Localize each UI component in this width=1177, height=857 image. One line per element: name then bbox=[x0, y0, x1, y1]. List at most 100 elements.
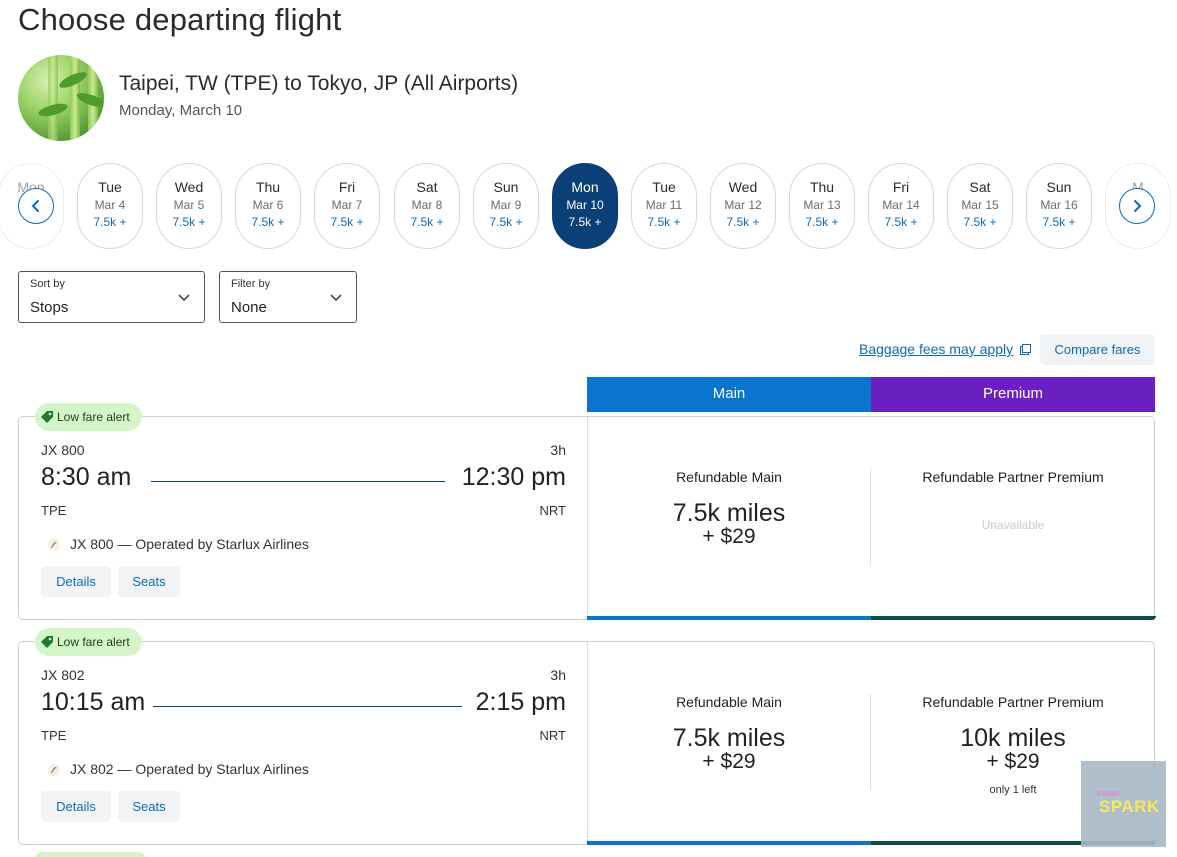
sort-value: Stops bbox=[30, 299, 69, 316]
date-pill[interactable]: Tue Mar 11 7.5k + bbox=[631, 163, 697, 249]
date-pill-date: Mar 12 bbox=[724, 198, 762, 212]
card-divider bbox=[587, 417, 588, 619]
origin-code: TPE bbox=[41, 728, 67, 743]
route-title: Taipei, TW (TPE) to Tokyo, JP (All Airpo… bbox=[119, 72, 519, 95]
date-pill[interactable]: Sun Mar 16 7.5k + bbox=[1026, 163, 1092, 249]
date-pill[interactable]: Thu Mar 6 7.5k + bbox=[235, 163, 301, 249]
date-pill[interactable]: Wed Mar 12 7.5k + bbox=[710, 163, 776, 249]
date-pill-date: Mar 16 bbox=[1040, 198, 1078, 212]
low-fare-alert-badge: Low fare alert bbox=[35, 628, 142, 656]
date-pill[interactable]: Fri Mar 14 7.5k + bbox=[868, 163, 934, 249]
depart-time: 8:30 am bbox=[41, 463, 132, 491]
fare-main-bar bbox=[587, 841, 871, 845]
date-pill-date: Mar 4 bbox=[94, 198, 126, 212]
depart-time: 10:15 am bbox=[41, 688, 146, 716]
date-pill-date: Mar 14 bbox=[882, 198, 920, 212]
date-pill-price: 7.5k + bbox=[884, 215, 918, 229]
destination-code: NRT bbox=[539, 503, 566, 518]
fare-name: Refundable Partner Premium bbox=[922, 469, 1104, 485]
fare-miles: 7.5k miles bbox=[672, 499, 786, 527]
alert-text: Low fare alert bbox=[57, 635, 130, 649]
fare-divider bbox=[870, 694, 871, 790]
flight-card[interactable]: JX 800 3h 8:30 am 12:30 pm TPE NRT JX 80… bbox=[18, 416, 1156, 620]
prev-dates-button[interactable] bbox=[18, 188, 54, 224]
date-pill-day: Tue bbox=[652, 179, 676, 195]
date-pill-date: Mar 5 bbox=[173, 198, 205, 212]
fare-divider bbox=[870, 469, 871, 565]
flight-card[interactable]: JX 802 3h 10:15 am 2:15 pm TPE NRT JX 80… bbox=[18, 641, 1156, 845]
low-fare-alert-badge: Low fare alert bbox=[35, 403, 142, 431]
route-line bbox=[151, 481, 445, 482]
date-pill-price: 7.5k + bbox=[963, 215, 997, 229]
route-line bbox=[153, 706, 462, 707]
details-button[interactable]: Details bbox=[41, 566, 111, 597]
chevron-down-icon bbox=[178, 294, 190, 302]
fare-header-premium[interactable]: Premium bbox=[871, 377, 1155, 412]
date-pill[interactable]: Sat Mar 15 7.5k + bbox=[947, 163, 1013, 249]
date-pill-date: Mar 15 bbox=[961, 198, 999, 212]
fare-premium-bar bbox=[871, 616, 1156, 620]
date-pill-date: Mar 11 bbox=[645, 198, 683, 212]
date-pill-date: Mar 13 bbox=[803, 198, 841, 212]
chevron-down-icon bbox=[330, 294, 342, 302]
fare-premium-option: Refundable Partner Premium Unavailable bbox=[871, 417, 1155, 619]
fare-main-option[interactable]: Refundable Main 7.5k miles + $29 bbox=[587, 642, 871, 844]
fare-miles: 7.5k miles bbox=[672, 724, 786, 752]
fare-cash: + $29 bbox=[702, 750, 756, 773]
starlux-logo-icon bbox=[48, 539, 60, 551]
sort-select[interactable]: Sort by Stops bbox=[18, 271, 205, 323]
fare-cash: + $29 bbox=[702, 525, 756, 548]
fare-main-bar bbox=[587, 616, 871, 620]
date-pill-day: Thu bbox=[255, 179, 281, 195]
date-pill-selected[interactable]: Mon Mar 10 7.5k + bbox=[552, 163, 618, 249]
route-date: Monday, March 10 bbox=[119, 102, 243, 119]
date-pill-day: Mon bbox=[571, 179, 599, 195]
details-button[interactable]: Details bbox=[41, 791, 111, 822]
fare-main-option[interactable]: Refundable Main 7.5k miles + $29 bbox=[587, 417, 871, 619]
fare-premium-bar bbox=[871, 841, 1156, 845]
external-link-icon bbox=[1020, 344, 1031, 355]
date-pill[interactable]: Tue Mar 4 7.5k + bbox=[77, 163, 143, 249]
card-divider bbox=[587, 642, 588, 844]
date-pill-day: Fri bbox=[338, 179, 356, 195]
filter-value: None bbox=[231, 299, 267, 316]
filter-select[interactable]: Filter by None bbox=[219, 271, 357, 323]
date-pill-day: Thu bbox=[809, 179, 835, 195]
date-pill[interactable]: Sat Mar 8 7.5k + bbox=[394, 163, 460, 249]
baggage-fees-link[interactable]: Baggage fees may apply bbox=[859, 341, 1014, 357]
alert-text: Low fare alert bbox=[57, 410, 130, 424]
chevron-left-icon bbox=[32, 200, 39, 212]
next-dates-button[interactable] bbox=[1119, 188, 1155, 224]
date-pill-price: 7.5k + bbox=[251, 215, 285, 229]
fare-miles: 10k miles bbox=[960, 724, 1066, 752]
date-pill-day: M bbox=[1132, 179, 1144, 195]
compare-fares-button[interactable]: Compare fares bbox=[1040, 334, 1155, 365]
fare-cash: + $29 bbox=[986, 750, 1040, 773]
flight-number: JX 800 bbox=[41, 442, 85, 458]
starlux-logo-icon bbox=[48, 764, 60, 776]
seats-left-note: only 1 left bbox=[989, 784, 1037, 796]
tag-icon bbox=[41, 411, 53, 423]
fare-premium-option[interactable]: Refundable Partner Premium 10k miles + $… bbox=[871, 642, 1155, 844]
date-pill-date: Mar 8 bbox=[411, 198, 443, 212]
chevron-right-icon bbox=[1134, 200, 1141, 212]
operated-by: JX 802 — Operated by Starlux Airlines bbox=[70, 761, 309, 777]
date-pill-day: Wed bbox=[728, 179, 758, 195]
date-pill-day: Sat bbox=[416, 179, 438, 195]
filter-label: Filter by bbox=[231, 278, 271, 290]
watermark-line2: SPARK bbox=[1099, 797, 1160, 816]
fare-name: Refundable Main bbox=[676, 469, 782, 485]
date-pill-day: Tue bbox=[98, 179, 122, 195]
date-pill-day: Wed bbox=[174, 179, 204, 195]
date-pill-price: 7.5k + bbox=[172, 215, 206, 229]
date-pill[interactable]: Sun Mar 9 7.5k + bbox=[473, 163, 539, 249]
date-pill[interactable]: Wed Mar 5 7.5k + bbox=[156, 163, 222, 249]
date-pill[interactable]: Fri Mar 7 7.5k + bbox=[314, 163, 380, 249]
seats-button[interactable]: Seats bbox=[118, 791, 180, 822]
seats-button[interactable]: Seats bbox=[118, 566, 180, 597]
date-pill[interactable]: Thu Mar 13 7.5k + bbox=[789, 163, 855, 249]
date-pill-date: Mar 7 bbox=[331, 198, 363, 212]
date-pill-day: Sun bbox=[493, 179, 519, 195]
fare-header-main[interactable]: Main bbox=[587, 377, 871, 412]
